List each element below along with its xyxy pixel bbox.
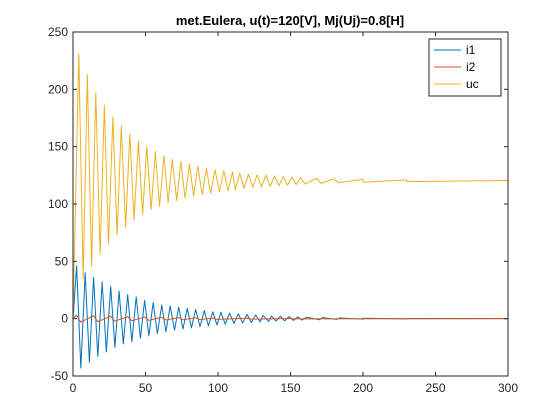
y-tick-label: 0 [61,312,68,326]
x-tick-label: 0 [70,381,77,395]
x-tick-label: 200 [353,381,373,395]
legend: i1 i2 uc [428,38,502,97]
y-axis: -50 0 50 100 150 200 250 [48,25,508,383]
legend-label-uc: uc [466,77,479,91]
x-tick-label: 150 [280,381,300,395]
y-tick-label: 50 [55,254,69,268]
y-tick-label: 250 [48,25,68,39]
series-line-uc [72,53,509,319]
y-tick-label: 200 [48,82,68,96]
y-tick-label: -50 [51,369,69,383]
legend-label-i1: i1 [466,43,476,57]
chart-title: met.Eulera, u(t)=120[V], Mj(Uj)=0.8[H] [176,13,404,28]
y-tick-label: 150 [48,140,68,154]
series-lines [72,53,509,369]
x-tick-label: 50 [139,381,153,395]
x-tick-label: 300 [498,381,518,395]
series-line-i2 [72,314,509,323]
legend-label-i2: i2 [466,60,476,74]
y-tick-label: 100 [48,197,68,211]
x-tick-label: 100 [208,381,228,395]
x-tick-label: 250 [425,381,445,395]
x-axis: 0 50 100 150 200 250 300 [70,32,518,395]
series-line-i1 [72,265,509,369]
